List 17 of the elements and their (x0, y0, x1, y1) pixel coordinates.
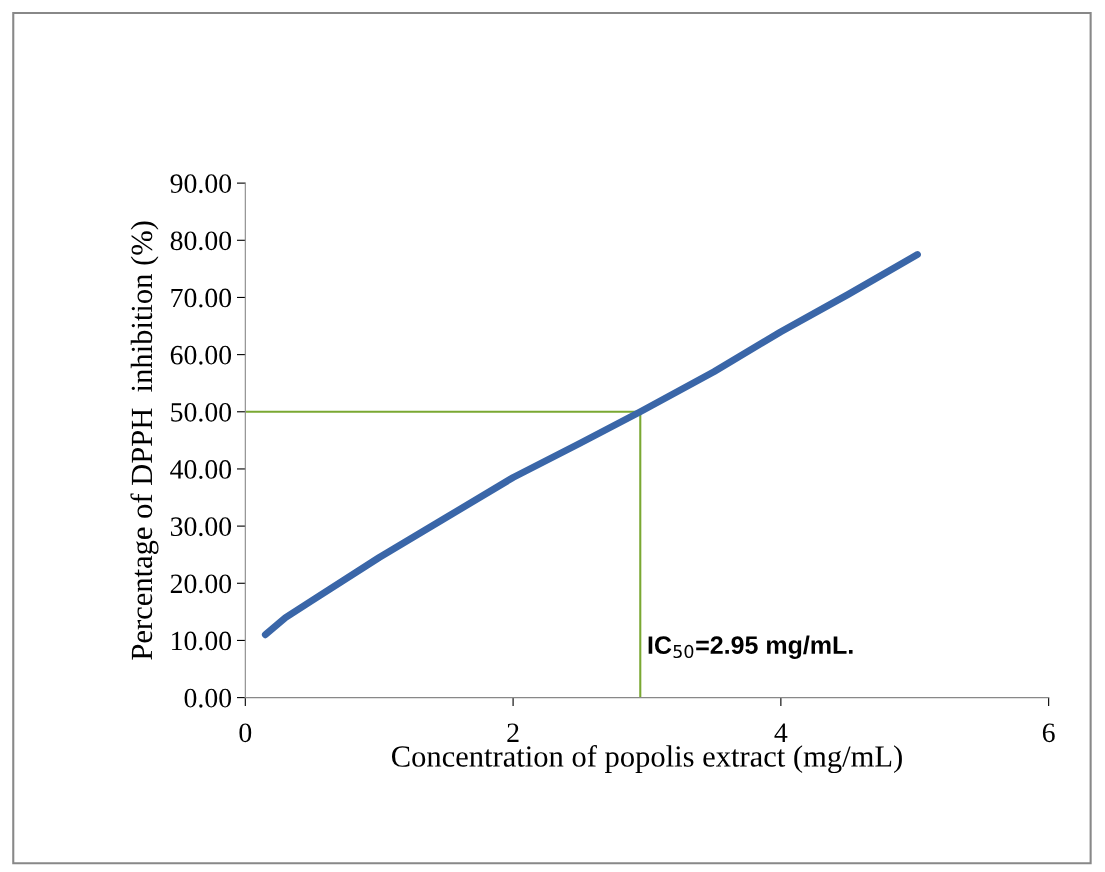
x-tick-label: 4 (774, 723, 788, 742)
y-tick-label: 80.00 (170, 231, 232, 251)
x-tick-label: 2 (507, 723, 519, 742)
x-axis-title: Concentration of popolis extract (mg/mL) (391, 745, 902, 774)
x-tick-label: 6 (1042, 723, 1055, 743)
y-tick-label: 60.00 (170, 345, 232, 365)
y-axis-title: Percentage of DPPH inhibition (%) (130, 221, 159, 660)
y-tick-label: 30.00 (170, 517, 232, 537)
y-tick-label: 20.00 (170, 574, 232, 594)
y-tick-label: 40.00 (170, 460, 232, 479)
y-tick-label: 0.00 (184, 688, 232, 708)
y-tick-label: 50.00 (171, 402, 232, 422)
y-tick-label: 90.00 (170, 174, 232, 194)
y-tick-label: 10.00 (172, 631, 232, 651)
annotation: IC$_{50}$=2.95 mg/mL. (648, 635, 853, 660)
x-tick-label: 0 (239, 723, 252, 743)
y-tick-label: 70.00 (171, 288, 232, 308)
